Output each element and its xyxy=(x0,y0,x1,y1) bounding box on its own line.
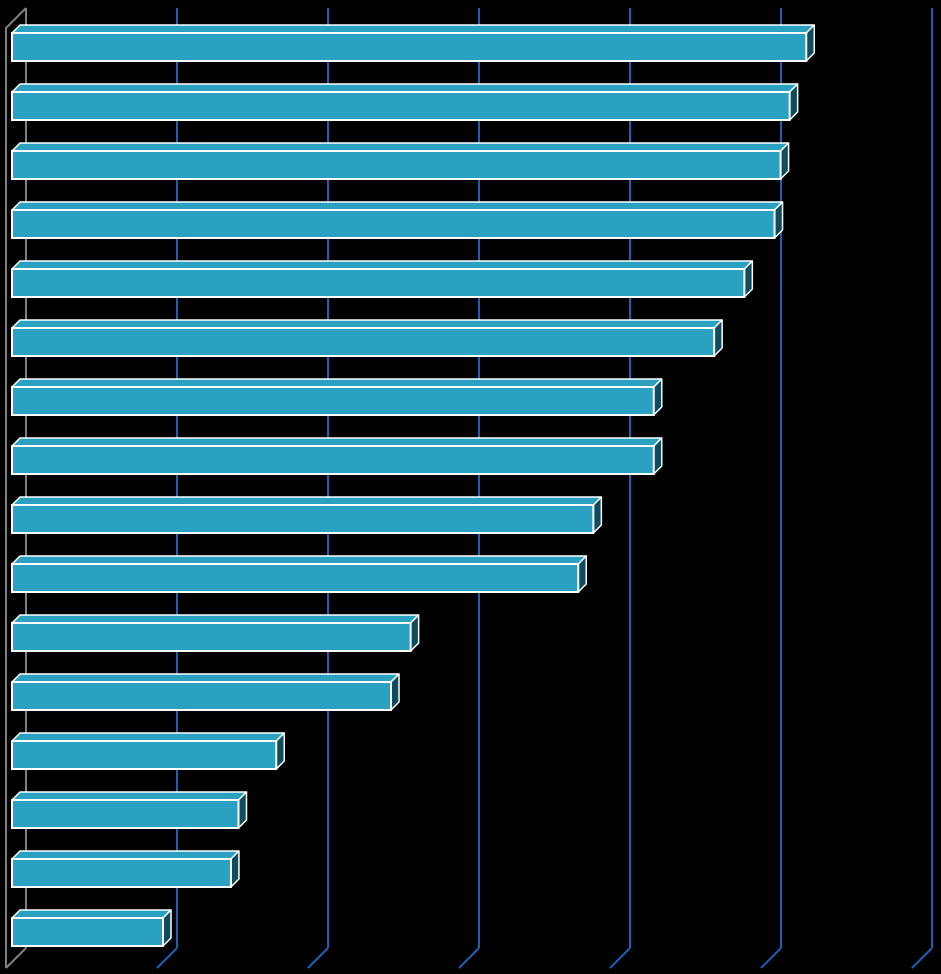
bar-top-11 xyxy=(11,673,400,683)
bar-4 xyxy=(11,268,746,298)
bar-6 xyxy=(11,386,655,416)
gridline-floor-6 xyxy=(911,947,933,969)
bar-5 xyxy=(11,327,716,357)
bar-11 xyxy=(11,681,393,711)
bar-top-7 xyxy=(11,437,663,447)
bar-top-10 xyxy=(11,614,420,624)
bar-top-2 xyxy=(11,142,790,152)
axes xyxy=(5,7,27,969)
bar-10 xyxy=(11,622,412,652)
axis-corner xyxy=(5,947,27,969)
bar-top-13 xyxy=(11,791,248,801)
bar-top-14 xyxy=(11,850,240,860)
bar-top-5 xyxy=(11,319,723,329)
bar-top-6 xyxy=(11,378,663,388)
y-axis-wall xyxy=(5,7,27,968)
bar-top-9 xyxy=(11,555,587,565)
gridline-floor-2 xyxy=(307,947,329,969)
bar-top-15 xyxy=(11,909,172,919)
bar-0 xyxy=(11,32,808,62)
bar-top-0 xyxy=(11,24,816,34)
bar-top-1 xyxy=(11,83,799,93)
bar-7 xyxy=(11,445,655,475)
bars xyxy=(11,24,816,947)
bar-top-3 xyxy=(11,201,784,211)
bar-3 xyxy=(11,209,776,239)
bar-13 xyxy=(11,799,240,829)
bar-12 xyxy=(11,740,278,770)
bar-14 xyxy=(11,858,232,888)
bar-9 xyxy=(11,563,580,593)
gridline-floor-5 xyxy=(760,947,782,969)
gridline-floor-4 xyxy=(609,947,631,969)
gridline-floor-1 xyxy=(156,947,178,969)
gridline-floor-3 xyxy=(458,947,480,969)
bar-2 xyxy=(11,150,782,180)
bar-8 xyxy=(11,504,595,534)
bar-top-12 xyxy=(11,732,285,742)
bar-15 xyxy=(11,917,164,947)
bar-top-4 xyxy=(11,260,754,270)
bar-top-8 xyxy=(11,496,603,506)
bar-1 xyxy=(11,91,791,121)
